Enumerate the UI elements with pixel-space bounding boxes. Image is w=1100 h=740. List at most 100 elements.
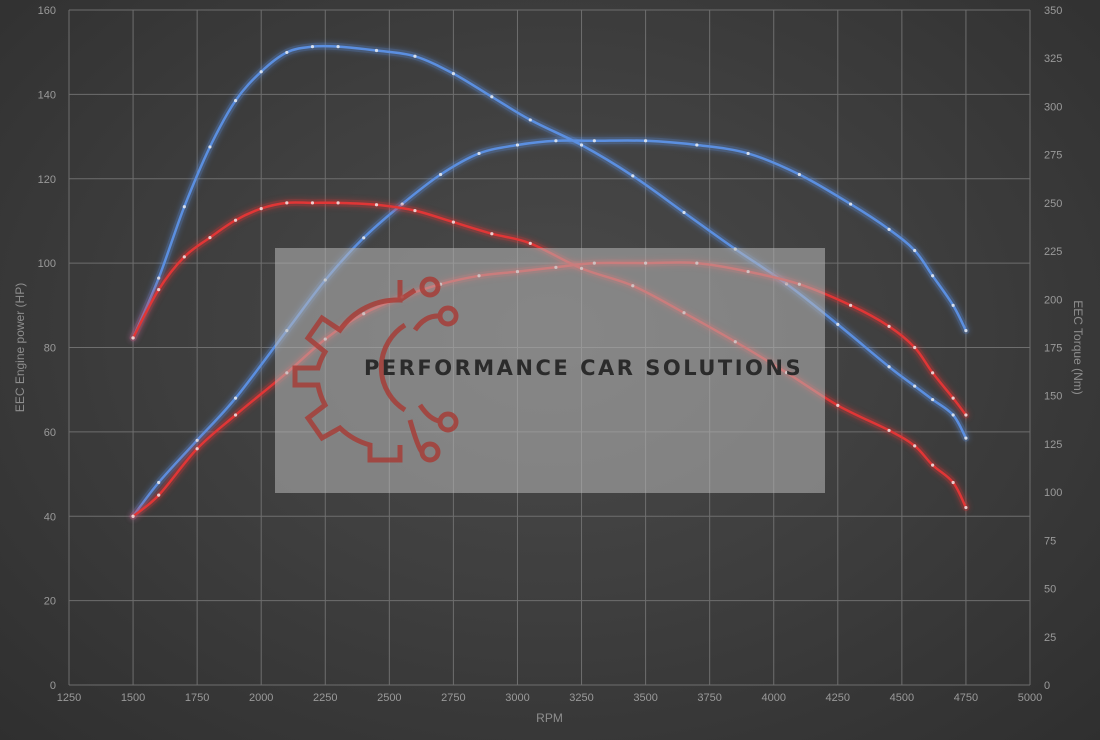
x-tick-label: 4750 <box>954 692 978 704</box>
y-tick-label-right: 25 <box>1044 632 1056 644</box>
data-point <box>913 384 917 388</box>
data-point <box>887 365 891 369</box>
data-point <box>157 480 161 485</box>
data-point <box>849 303 853 307</box>
data-point <box>913 444 917 448</box>
data-point <box>836 403 840 407</box>
y-tick-label-right: 250 <box>1044 198 1062 210</box>
data-point <box>931 463 935 467</box>
data-point <box>951 303 955 307</box>
data-point <box>438 172 443 177</box>
data-point <box>964 413 968 417</box>
data-point <box>887 324 891 329</box>
data-point <box>233 99 238 103</box>
series-4 <box>129 198 970 512</box>
data-point <box>887 428 891 433</box>
data-point <box>797 172 801 177</box>
x-axis-title: RPM <box>536 711 563 725</box>
data-point <box>515 143 520 147</box>
x-tick-label: 1750 <box>185 692 209 704</box>
x-tick-label: 1250 <box>57 692 81 704</box>
x-tick-label: 3750 <box>697 692 721 704</box>
data-point <box>310 45 315 49</box>
x-tick-label: 4000 <box>761 692 785 704</box>
y-tick-label-left: 100 <box>38 258 56 270</box>
data-point <box>208 145 212 149</box>
y-tick-label-right: 200 <box>1044 294 1062 306</box>
data-point <box>964 436 968 440</box>
y-tick-label-right: 50 <box>1044 584 1056 596</box>
x-tick-label: 4500 <box>890 692 914 704</box>
y-tick-label-right: 0 <box>1044 680 1050 692</box>
x-tick-label: 5000 <box>1018 692 1042 704</box>
y-tick-label-right: 100 <box>1044 487 1062 499</box>
series-2 <box>129 42 970 442</box>
data-point <box>182 255 186 259</box>
data-point <box>913 248 917 253</box>
data-point <box>849 202 853 206</box>
x-tick-label: 2250 <box>313 692 337 704</box>
data-point <box>951 396 955 400</box>
x-tick-label: 3500 <box>633 692 657 704</box>
data-point <box>157 493 161 497</box>
data-point <box>195 447 199 451</box>
data-point <box>259 207 263 211</box>
data-point <box>131 336 135 340</box>
data-point <box>233 413 238 417</box>
data-point <box>233 218 238 222</box>
data-point <box>931 397 935 402</box>
data-point <box>285 201 289 205</box>
data-point <box>195 438 199 442</box>
data-point <box>554 139 558 143</box>
data-point <box>964 329 968 333</box>
x-tick-label: 4250 <box>826 692 850 704</box>
data-point <box>413 208 417 213</box>
y-axis-title-right: EEC Torque (Nm) <box>1071 300 1085 394</box>
series-lines <box>129 42 970 520</box>
y-tick-label-right: 300 <box>1044 101 1062 113</box>
y-tick-label-left: 0 <box>50 680 56 692</box>
data-point <box>157 276 161 280</box>
tick-labels: 1250 1500 1750 2000 2250 2500 2750 3000 3250 3500… <box>38 5 1063 704</box>
data-point <box>579 143 584 147</box>
data-point <box>931 371 935 375</box>
watermark: PERFORMANCE CAR SOLUTIONS <box>275 248 825 493</box>
data-point <box>913 345 917 350</box>
x-tick-label: 1500 <box>121 692 145 704</box>
y-tick-label-right: 350 <box>1044 5 1062 17</box>
y-axis-title-left: EEC Engine power (HP) <box>13 283 27 412</box>
data-point <box>682 210 686 215</box>
y-tick-label-left: 140 <box>38 89 56 101</box>
y-tick-label-left: 20 <box>44 596 56 608</box>
watermark-panel <box>275 248 825 493</box>
data-point <box>131 514 135 518</box>
data-point <box>477 151 481 156</box>
y-tick-label-left: 40 <box>44 511 56 523</box>
data-point <box>490 232 494 236</box>
data-point <box>592 139 596 143</box>
x-tick-label: 2750 <box>441 692 465 704</box>
y-tick-label-right: 225 <box>1044 246 1062 258</box>
data-point <box>931 274 935 278</box>
data-point <box>310 201 315 205</box>
data-point <box>374 48 379 53</box>
data-point <box>157 288 161 292</box>
x-tick-label: 2000 <box>249 692 273 704</box>
y-tick-label-left: 60 <box>44 427 56 439</box>
data-point <box>451 72 455 76</box>
watermark-text: PERFORMANCE CAR SOLUTIONS <box>364 356 803 380</box>
data-point <box>951 413 955 417</box>
y-tick-label-left: 160 <box>38 5 56 17</box>
data-point <box>490 95 494 99</box>
y-tick-label-left: 80 <box>44 343 56 355</box>
y-tick-label-right: 125 <box>1044 439 1062 451</box>
y-tick-label-right: 325 <box>1044 53 1062 65</box>
y-tick-label-right: 175 <box>1044 343 1062 355</box>
data-point <box>746 151 750 156</box>
data-point <box>336 201 340 205</box>
data-point <box>451 220 455 224</box>
y-tick-label-left: 120 <box>38 174 56 186</box>
data-point <box>951 480 955 485</box>
data-point <box>259 70 263 74</box>
